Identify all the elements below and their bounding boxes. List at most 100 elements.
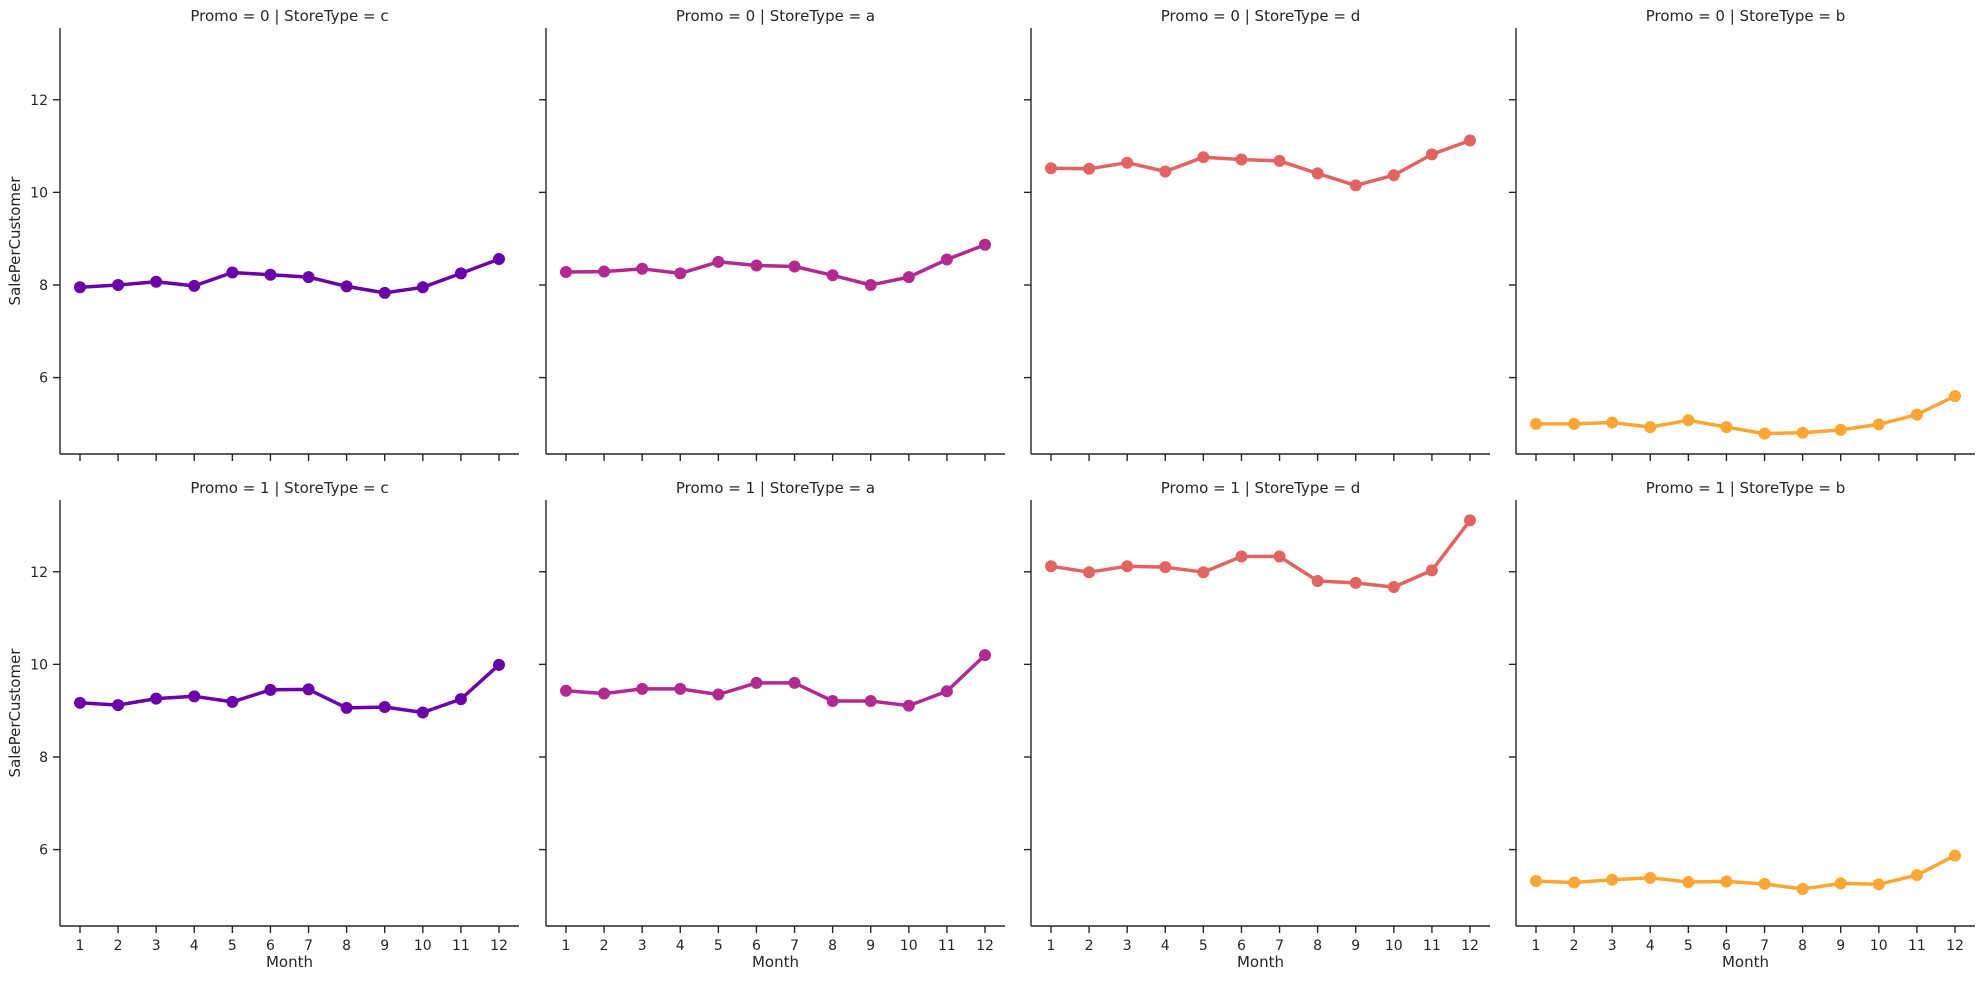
data-point	[1606, 416, 1619, 429]
data-point	[1045, 560, 1057, 573]
data-point	[864, 278, 877, 291]
x-tick-label: 2	[114, 938, 123, 954]
series-line	[564, 653, 987, 708]
panel-title: Promo = 1 | StoreType = c	[190, 479, 388, 497]
data-point	[1197, 566, 1210, 579]
data-point	[1349, 576, 1362, 589]
data-point	[1682, 414, 1695, 427]
data-point	[188, 279, 201, 292]
data-point	[750, 259, 763, 272]
data-point	[674, 267, 687, 280]
data-point	[560, 266, 572, 279]
x-tick-label: 3	[1608, 938, 1617, 954]
data-point	[1949, 390, 1961, 403]
x-tick-label: 6	[752, 938, 761, 954]
x-tick-label: 11	[1908, 938, 1926, 954]
x-tick-label: 2	[600, 938, 609, 954]
data-point	[1872, 878, 1885, 891]
facet-panel-8: Promo = 1 | StoreType = b1 2 3 4 5 6 7 8 9 10 11 12…	[1509, 479, 1975, 971]
data-point	[1910, 408, 1923, 421]
data-point	[1387, 581, 1400, 594]
data-point	[1464, 514, 1476, 527]
data-point	[1425, 148, 1438, 161]
x-tick-label: 5	[1199, 938, 1208, 954]
data-point	[1121, 560, 1134, 573]
x-axis-label: Month	[1722, 953, 1769, 971]
y-tick-label: 8	[39, 750, 48, 766]
data-point	[188, 690, 201, 703]
x-tick-label: 4	[190, 938, 199, 954]
y-tick-label: 6	[39, 843, 48, 859]
data-point	[378, 700, 391, 713]
data-point	[1159, 165, 1172, 178]
data-point	[1720, 875, 1733, 888]
data-point	[112, 699, 125, 712]
facet-panel-4: Promo = 0 | StoreType = b	[1509, 7, 1975, 461]
x-tick-label: 11	[938, 938, 956, 954]
data-point	[454, 267, 467, 280]
panel-title: Promo = 0 | StoreType = d	[1161, 7, 1361, 25]
data-point	[598, 265, 611, 278]
data-point	[1311, 167, 1324, 180]
panel-title: Promo = 0 | StoreType = a	[676, 7, 875, 25]
data-point	[1568, 417, 1581, 430]
x-tick-label: 11	[1423, 938, 1441, 954]
x-tick-label: 10	[900, 938, 918, 954]
data-point	[598, 687, 611, 700]
y-tick-label: 12	[30, 93, 48, 109]
x-tick-label: 7	[304, 938, 313, 954]
facet-panel-7: Promo = 1 | StoreType = d1 2 3 4 5 6 7 8 9 10 11 12…	[1024, 479, 1490, 971]
data-point	[1682, 876, 1695, 889]
data-point	[1758, 427, 1771, 440]
panel-title: Promo = 1 | StoreType = b	[1646, 479, 1846, 497]
x-tick-label: 12	[976, 938, 994, 954]
data-point	[712, 255, 725, 268]
data-point	[788, 260, 801, 273]
data-point	[1273, 154, 1286, 167]
y-axis-label: SalePerCustomer	[6, 648, 24, 778]
data-point	[74, 696, 86, 709]
y-tick-label: 10	[30, 185, 48, 201]
x-tick-label: 4	[1161, 938, 1170, 954]
data-point	[1530, 875, 1542, 888]
data-point	[1083, 162, 1096, 175]
x-tick-label: 10	[1870, 938, 1888, 954]
series-line	[1534, 394, 1957, 436]
data-point	[1083, 566, 1096, 579]
data-point	[788, 676, 801, 689]
x-tick-label: 7	[790, 938, 799, 954]
data-point	[902, 271, 915, 284]
x-tick-label: 4	[1646, 938, 1655, 954]
x-tick-label: 6	[266, 938, 275, 954]
data-point	[1159, 561, 1172, 574]
x-tick-label: 9	[1351, 938, 1360, 954]
facet-panel-3: Promo = 0 | StoreType = d	[1024, 7, 1490, 461]
data-point	[1758, 877, 1771, 890]
data-point	[150, 692, 163, 705]
series-line	[78, 663, 501, 715]
data-point	[340, 701, 353, 714]
data-point	[1644, 871, 1657, 884]
x-tick-label: 2	[1085, 938, 1094, 954]
data-point	[712, 688, 725, 701]
series-line	[78, 257, 501, 295]
series-line	[1534, 853, 1957, 891]
x-tick-label: 1	[76, 938, 85, 954]
data-point	[378, 286, 391, 299]
panel-title: Promo = 1 | StoreType = d	[1161, 479, 1361, 497]
x-tick-label: 12	[1461, 938, 1479, 954]
data-point	[454, 693, 467, 706]
series-line	[1049, 138, 1472, 188]
x-tick-label: 5	[1684, 938, 1693, 954]
data-point	[264, 268, 277, 281]
x-axis-label: Month	[1237, 953, 1284, 971]
x-tick-label: 8	[342, 938, 351, 954]
x-tick-label: 2	[1570, 938, 1579, 954]
data-point	[636, 682, 649, 695]
data-point	[1796, 882, 1809, 895]
x-tick-label: 11	[452, 938, 470, 954]
x-tick-label: 5	[228, 938, 237, 954]
data-point	[940, 685, 953, 698]
